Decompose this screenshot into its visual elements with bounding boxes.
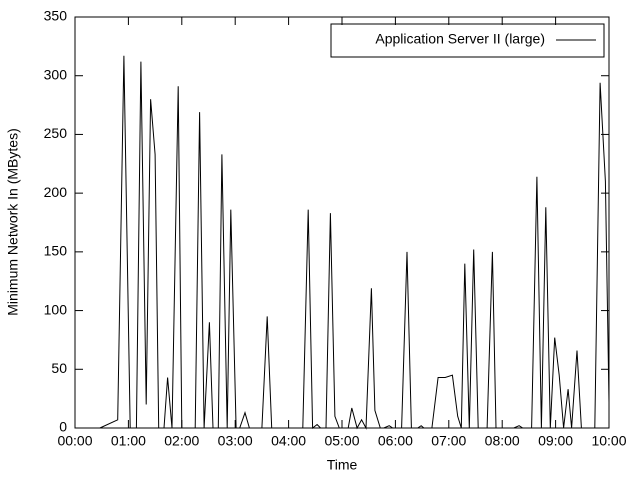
x-tick-label: 07:00 [431, 433, 466, 449]
x-axis-label: Time [327, 457, 358, 473]
series-line [99, 55, 610, 430]
x-tick-label: 05:00 [324, 433, 359, 449]
x-tick-label: 10:00 [591, 433, 626, 449]
x-tick-label: 02:00 [164, 433, 199, 449]
x-tick-label: 00:00 [57, 433, 92, 449]
x-tick-label: 08:00 [485, 433, 520, 449]
x-tick-label: 01:00 [111, 433, 146, 449]
y-tick-label: 200 [44, 184, 68, 200]
y-tick-label: 150 [44, 243, 68, 259]
y-axis-label: Minimum Network In (MBytes) [5, 128, 21, 315]
x-tick-label: 09:00 [538, 433, 573, 449]
legend-label: Application Server II (large) [375, 31, 545, 47]
y-tick-label: 350 [44, 8, 68, 24]
legend-box [330, 23, 605, 58]
y-tick-label: 50 [51, 360, 67, 376]
plot-frame [74, 16, 610, 429]
y-tick-label: 0 [59, 419, 67, 435]
y-tick-label: 250 [44, 125, 68, 141]
x-tick-label: 04:00 [271, 433, 306, 449]
y-tick-label: 100 [44, 301, 68, 317]
x-tick-label: 06:00 [378, 433, 413, 449]
x-tick-label: 03:00 [218, 433, 253, 449]
y-tick-label: 300 [44, 66, 68, 82]
